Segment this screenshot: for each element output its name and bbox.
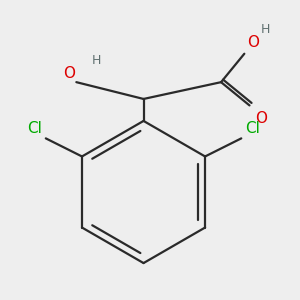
Text: O: O <box>63 66 75 81</box>
Text: Cl: Cl <box>245 121 260 136</box>
Text: O: O <box>247 35 259 50</box>
Text: Cl: Cl <box>27 121 42 136</box>
Text: O: O <box>255 111 267 126</box>
Text: H: H <box>92 54 101 67</box>
Text: H: H <box>261 22 271 36</box>
